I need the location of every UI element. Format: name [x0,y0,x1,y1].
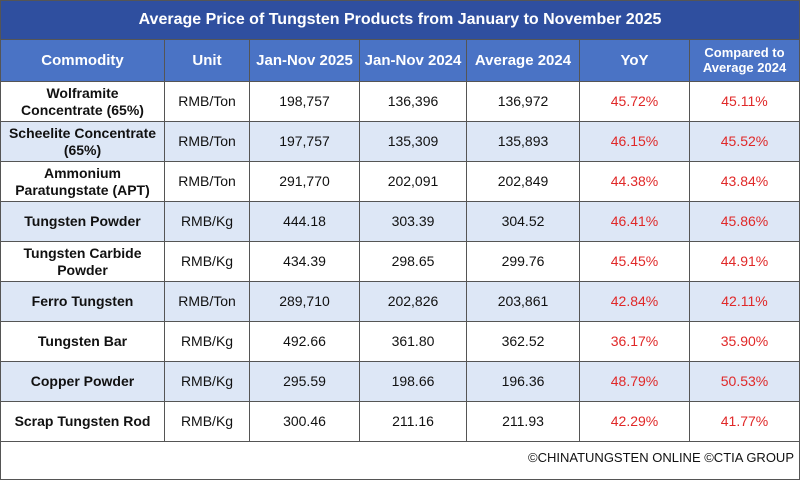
value-cell: 45.86% [690,202,800,242]
value-cell: RMB/Ton [165,82,250,122]
value-cell: 41.77% [690,402,800,442]
footer: ©CHINATUNGSTEN ONLINE ©CTIA GROUP [528,450,794,465]
commodity-cell: Scrap Tungsten Rod [0,402,165,442]
value-cell: 444.18 [250,202,360,242]
value-cell: 42.29% [580,402,690,442]
commodity-cell: Wolframite Concentrate (65%) [0,82,165,122]
value-cell: 291,770 [250,162,360,202]
value-cell: 196.36 [467,362,580,402]
commodity-cell: Ammonium Paratungstate (APT) [0,162,165,202]
value-cell: 361.80 [360,322,467,362]
value-cell: 202,091 [360,162,467,202]
commodity-cell: Tungsten Powder [0,202,165,242]
table-title: Average Price of Tungsten Products from … [0,0,800,40]
commodity-cell: Ferro Tungsten [0,282,165,322]
commodity-cell: Scheelite Concentrate (65%) [0,122,165,162]
value-cell: 295.59 [250,362,360,402]
value-cell: 203,861 [467,282,580,322]
value-cell: 202,849 [467,162,580,202]
header-cell: Jan-Nov 2024 [360,40,467,82]
value-cell: 45.52% [690,122,800,162]
value-cell: 303.39 [360,202,467,242]
value-cell: 304.52 [467,202,580,242]
commodity-cell: Tungsten Bar [0,322,165,362]
value-cell: 299.76 [467,242,580,282]
value-cell: RMB/Kg [165,322,250,362]
value-cell: RMB/Ton [165,122,250,162]
value-cell: 136,396 [360,82,467,122]
table-frame [0,442,800,480]
value-cell: RMB/Kg [165,402,250,442]
value-cell: 42.11% [690,282,800,322]
value-cell: 43.84% [690,162,800,202]
value-cell: 434.39 [250,242,360,282]
commodity-cell: Copper Powder [0,362,165,402]
value-cell: 362.52 [467,322,580,362]
value-cell: 202,826 [360,282,467,322]
value-cell: 48.79% [580,362,690,402]
value-cell: 300.46 [250,402,360,442]
value-cell: RMB/Ton [165,282,250,322]
header-cell: YoY [580,40,690,82]
value-cell: 211.16 [360,402,467,442]
value-cell: 298.65 [360,242,467,282]
value-cell: 198,757 [250,82,360,122]
value-cell: 211.93 [467,402,580,442]
value-cell: 135,309 [360,122,467,162]
value-cell: RMB/Kg [165,242,250,282]
value-cell: RMB/Kg [165,202,250,242]
header-cell: Unit [165,40,250,82]
value-cell: 50.53% [690,362,800,402]
value-cell: RMB/Ton [165,162,250,202]
value-cell: 44.91% [690,242,800,282]
value-cell: 289,710 [250,282,360,322]
header-cell: Jan-Nov 2025 [250,40,360,82]
value-cell: 198.66 [360,362,467,402]
value-cell: 492.66 [250,322,360,362]
value-cell: 46.15% [580,122,690,162]
value-cell: 46.41% [580,202,690,242]
value-cell: 36.17% [580,322,690,362]
value-cell: 45.72% [580,82,690,122]
value-cell: 35.90% [690,322,800,362]
value-cell: RMB/Kg [165,362,250,402]
header-cell: Average 2024 [467,40,580,82]
header-cell: Compared to Average 2024 [690,40,800,82]
value-cell: 136,972 [467,82,580,122]
value-cell: 42.84% [580,282,690,322]
value-cell: 45.11% [690,82,800,122]
header-cell: Commodity [0,40,165,82]
value-cell: 44.38% [580,162,690,202]
value-cell: 197,757 [250,122,360,162]
value-cell: 45.45% [580,242,690,282]
value-cell: 135,893 [467,122,580,162]
commodity-cell: Tungsten Carbide Powder [0,242,165,282]
